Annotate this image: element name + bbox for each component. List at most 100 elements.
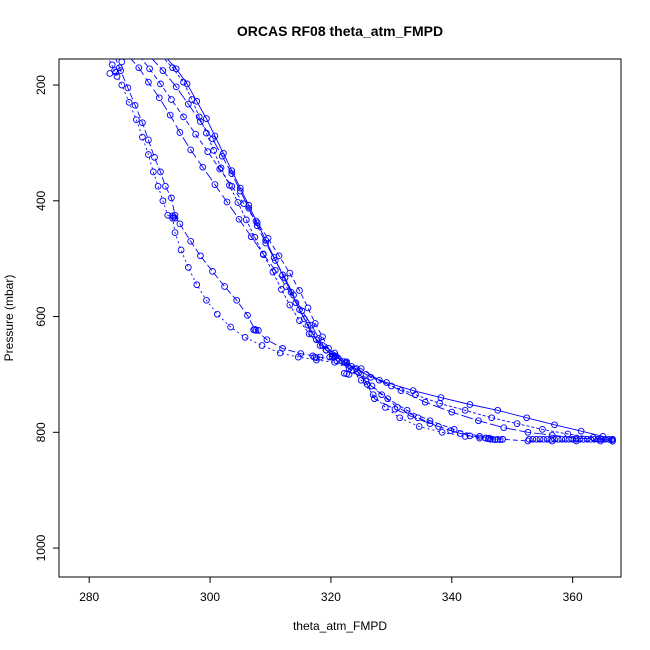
data-point-6-8 [236, 184, 244, 192]
dense-point-34 [313, 354, 320, 361]
data-point-6-0 [163, 59, 167, 60]
data-point-5-10 [242, 216, 250, 224]
data-point-3-4 [180, 113, 187, 121]
dense-point-47 [108, 61, 116, 69]
data-point-0-27 [369, 391, 377, 399]
data-point-2-0 [126, 59, 131, 60]
dense-point-41 [250, 326, 257, 334]
data-point-5-18 [316, 342, 324, 349]
dense-point-14 [547, 435, 555, 443]
data-point-3-22 [368, 382, 376, 390]
data-point-0-12 [171, 229, 179, 236]
data-point-1-14 [209, 268, 216, 275]
series-4 [147, 59, 616, 445]
dense-point-0 [482, 434, 489, 442]
data-point-4-25 [448, 408, 456, 416]
data-point-2-23 [371, 395, 378, 403]
data-point-0-0 [105, 59, 109, 60]
data-point-0-2 [118, 81, 126, 89]
data-point-5-16 [296, 317, 303, 324]
data-point-2-24 [391, 405, 399, 413]
data-point-5-23 [388, 382, 395, 390]
data-point-2-9 [223, 198, 231, 206]
data-point-3-0 [137, 59, 142, 60]
data-point-6-17 [313, 336, 320, 344]
x-axis-label: theta_atm_FMPD [293, 619, 387, 633]
dense-points [106, 59, 616, 444]
data-point-2-10 [235, 215, 243, 223]
data-point-5-0 [160, 59, 164, 60]
data-point-5-27 [488, 414, 496, 422]
data-point-3-1 [146, 65, 153, 73]
dense-point-12 [540, 435, 547, 443]
data-point-2-25 [407, 412, 415, 420]
series-6 [163, 59, 616, 443]
dense-point-28 [598, 435, 606, 443]
data-point-6-6 [220, 149, 227, 157]
data-point-0-7 [149, 168, 157, 176]
dense-point-21 [572, 435, 580, 443]
data-point-0-13 [177, 246, 185, 254]
x-tick-label-0: 280 [79, 590, 99, 604]
data-point-0-5 [139, 133, 146, 141]
data-point-5-13 [269, 268, 277, 276]
data-point-1-7 [157, 168, 164, 176]
dense-point-16 [554, 435, 562, 443]
y-tick-label-0: 200 [34, 75, 48, 95]
data-point-6-16 [304, 321, 312, 329]
data-point-1-15 [221, 283, 228, 290]
series-line-3 [141, 59, 613, 442]
dense-point-39 [343, 370, 350, 378]
data-point-1-30 [456, 430, 464, 437]
data-point-6-15 [296, 306, 303, 313]
data-point-2-6 [187, 146, 195, 154]
data-point-0-20 [258, 342, 266, 349]
data-point-1-19 [263, 336, 271, 344]
data-point-3-23 [384, 395, 392, 403]
dense-point-52 [106, 70, 114, 77]
dense-point-13 [543, 435, 551, 443]
data-point-6-28 [551, 421, 558, 429]
data-point-0-16 [203, 296, 210, 304]
data-point-6-22 [383, 379, 390, 386]
data-point-1-25 [362, 378, 370, 385]
data-point-1-3 [131, 101, 139, 109]
dense-point-25 [587, 435, 595, 443]
data-point-1-0 [112, 59, 117, 60]
data-point-3-24 [403, 406, 411, 414]
data-point-5-4 [195, 113, 203, 121]
data-point-6-10 [253, 219, 261, 227]
data-point-2-5 [176, 129, 184, 136]
data-point-1-21 [297, 350, 305, 357]
data-point-4-24 [421, 398, 429, 406]
dense-point-15 [551, 435, 558, 443]
data-point-6-27 [523, 414, 531, 422]
data-point-6-20 [348, 362, 355, 370]
dense-point-50 [113, 73, 121, 80]
data-point-6-21 [362, 371, 370, 378]
data-point-3-2 [157, 80, 164, 88]
dense-point-9 [529, 435, 537, 443]
y-tick-label-2: 600 [34, 306, 48, 326]
data-point-5-9 [234, 199, 242, 206]
dense-point-19 [565, 435, 573, 443]
dense-point-7 [499, 435, 506, 443]
data-point-5-7 [217, 164, 225, 172]
data-point-3-16 [311, 320, 319, 327]
data-point-2-4 [166, 111, 174, 119]
data-point-4-20 [342, 359, 349, 367]
dense-point-24 [583, 435, 591, 443]
data-point-2-3 [155, 94, 163, 102]
data-point-0-14 [184, 264, 192, 271]
series-layer [105, 59, 616, 445]
dense-point-3 [489, 435, 497, 443]
data-point-1-2 [124, 84, 132, 92]
data-point-0-15 [193, 281, 201, 289]
data-point-1-9 [168, 194, 175, 202]
data-point-1-12 [187, 237, 195, 245]
dense-point-18 [562, 435, 569, 443]
data-point-1-26 [378, 391, 386, 399]
data-point-4-22 [375, 376, 383, 384]
data-point-6-19 [334, 354, 342, 362]
